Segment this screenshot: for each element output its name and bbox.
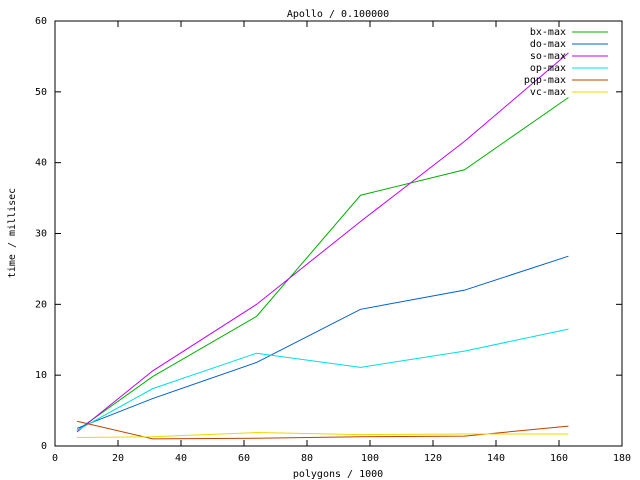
series-line	[76, 97, 569, 431]
series-line	[76, 52, 569, 433]
x-tick-label: 40	[175, 453, 187, 464]
x-tick-label: 0	[52, 453, 58, 464]
series-line	[76, 420, 569, 440]
y-tick-label: 0	[41, 441, 47, 452]
y-tick-label: 30	[35, 229, 47, 240]
legend-label: so-max	[530, 51, 566, 62]
x-axis-label: polygons / 1000	[293, 469, 383, 480]
legend-label: op-max	[530, 63, 566, 74]
y-tick-label: 60	[35, 16, 47, 27]
x-tick-label: 20	[112, 453, 124, 464]
legend-label: bx-max	[530, 27, 566, 38]
x-tick-label: 140	[487, 453, 505, 464]
x-tick-label: 80	[301, 453, 313, 464]
x-tick-label: 180	[613, 453, 631, 464]
legend-label: vc-max	[530, 87, 566, 98]
series-line	[76, 255, 569, 429]
x-tick-label: 100	[361, 453, 379, 464]
y-tick-label: 50	[35, 87, 47, 98]
series-line	[76, 328, 569, 431]
y-tick-label: 20	[35, 299, 47, 310]
x-tick-label: 120	[424, 453, 442, 464]
y-axis-label: time / millisec	[7, 188, 18, 278]
chart-title: Apollo / 0.100000	[287, 9, 389, 20]
y-tick-label: 40	[35, 158, 47, 169]
legend-label: pqp-max	[524, 75, 566, 86]
x-tick-label: 60	[238, 453, 250, 464]
x-tick-label: 160	[550, 453, 568, 464]
y-tick-label: 10	[35, 370, 47, 381]
legend-label: do-max	[530, 39, 566, 50]
series-line	[77, 432, 569, 438]
